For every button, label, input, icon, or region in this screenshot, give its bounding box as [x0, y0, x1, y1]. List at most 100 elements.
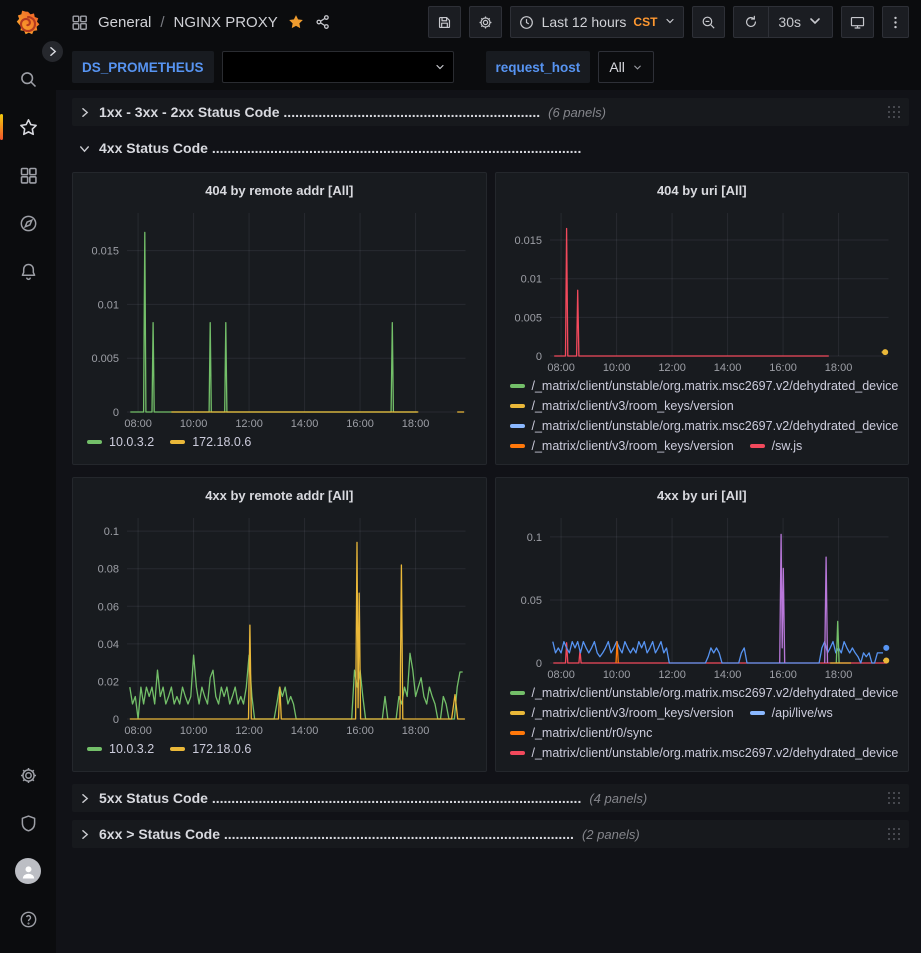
legend-swatch	[509, 444, 525, 448]
topbar-actions: Last 12 hours CST 30s	[427, 6, 909, 38]
server-admin-icon[interactable]	[6, 799, 50, 847]
dashboard-row-6xx[interactable]: 6xx > Status Code ......................…	[72, 820, 909, 848]
refresh-interval-dropdown[interactable]: 30s	[768, 7, 832, 37]
legend-item[interactable]: /api/live/ws	[749, 706, 833, 720]
settings-icon[interactable]	[6, 751, 50, 799]
svg-text:16:00: 16:00	[346, 725, 374, 737]
series-point	[882, 644, 889, 651]
refresh-button[interactable]	[734, 7, 768, 37]
legend-swatch	[749, 711, 765, 715]
row-panel-count: (2 panels)	[581, 826, 640, 842]
legend-item[interactable]: /_matrix/client/v3/room_keys/version	[509, 439, 734, 453]
series-line	[130, 231, 417, 413]
legend-item[interactable]: /_matrix/client/v3/room_keys/version	[509, 706, 734, 720]
panel-legend: 10.0.3.2 172.18.0.6	[81, 739, 478, 765]
variable-select-request-host[interactable]: All	[598, 51, 654, 83]
chart-4xx-by-remote-addr[interactable]: 08:00 10:00 12:00 14:00 16:00 18:00 0 0.02 0.04 0…	[81, 508, 478, 739]
chart-canvas[interactable]: 08:00 10:00 12:00 14:00 16:00 18:00 0 0.02 0.04 0…	[81, 508, 478, 739]
panel-title[interactable]: 404 by uri [All]	[656, 182, 747, 198]
svg-text:08:00: 08:00	[124, 725, 152, 737]
page-title[interactable]: NGINX PROXY	[173, 13, 278, 31]
svg-text:10:00: 10:00	[602, 669, 630, 681]
legend-swatch	[509, 424, 525, 428]
avatar[interactable]	[6, 847, 50, 895]
row-drag-handle[interactable]	[888, 105, 901, 119]
svg-text:14:00: 14:00	[713, 362, 741, 374]
kebab-menu-button[interactable]	[882, 6, 909, 38]
legend-item[interactable]: /_matrix/client/unstable/org.matrix.msc2…	[509, 686, 899, 700]
breadcrumb-section[interactable]: General	[98, 13, 152, 31]
panel-title[interactable]: 4xx by uri [All]	[656, 487, 747, 503]
row-title: 1xx - 3xx - 2xx Status Code ............…	[99, 104, 541, 120]
search-icon[interactable]	[6, 55, 50, 103]
row-panel-count: (4 panels)	[589, 790, 648, 806]
panel-legend: /_matrix/client/unstable/org.matrix.msc2…	[504, 376, 901, 458]
chart-canvas[interactable]: 08:00 10:00 12:00 14:00 16:00 18:00 0 0.005 0.01…	[504, 203, 901, 376]
zoom-out-time-button[interactable]	[692, 6, 726, 38]
share-icon[interactable]	[314, 13, 332, 31]
panel-title[interactable]: 404 by remote addr [All]	[205, 182, 354, 198]
row-drag-handle[interactable]	[888, 827, 901, 841]
chart-canvas[interactable]: 08:00 10:00 12:00 14:00 16:00 18:00 0 0.005 0.01…	[81, 203, 478, 432]
legend-item[interactable]: 10.0.3.2	[87, 742, 154, 756]
series-point	[882, 657, 889, 664]
row-drag-handle[interactable]	[888, 791, 901, 805]
legend-item[interactable]: /_matrix/client/unstable/org.matrix.msc2…	[509, 419, 899, 433]
legend-item[interactable]: /_matrix/client/unstable/org.matrix.msc2…	[509, 379, 898, 393]
dashboard-settings-button[interactable]	[468, 6, 502, 38]
chart-canvas[interactable]: 08:00 10:00 12:00 14:00 16:00 18:00 0 0.05 0.1	[504, 508, 901, 683]
dashboards-icon[interactable]	[6, 151, 50, 199]
timezone-label: CST	[633, 15, 658, 29]
help-icon[interactable]	[6, 895, 50, 943]
legend-item[interactable]: 172.18.0.6	[170, 742, 251, 756]
legend-label: /api/live/ws	[771, 706, 833, 720]
legend-item[interactable]: 172.18.0.6	[170, 435, 251, 449]
chart-4xx-by-uri[interactable]: 08:00 10:00 12:00 14:00 16:00 18:00 0 0.05 0.1	[504, 508, 901, 683]
chart-404-by-remote-addr[interactable]: 08:00 10:00 12:00 14:00 16:00 18:00 0 0.005 0.01…	[81, 203, 478, 432]
panel-404-by-uri: 404 by uri [All] 08:00 10:00 12:00 14:00 16:…	[494, 172, 909, 465]
panel-legend: 10.0.3.2 172.18.0.6	[81, 432, 478, 458]
legend-item[interactable]: /sw.js	[749, 439, 802, 453]
row-title: 6xx > Status Code ......................…	[99, 826, 574, 842]
grafana-logo[interactable]	[13, 9, 43, 39]
starred-dashboards-icon[interactable]	[0, 103, 50, 151]
legend-swatch	[509, 691, 525, 695]
time-range-picker[interactable]: Last 12 hours CST	[509, 6, 685, 38]
series-line	[129, 652, 463, 720]
chevron-right-icon	[78, 792, 91, 805]
alerting-icon[interactable]	[6, 247, 50, 295]
star-icon[interactable]	[287, 13, 305, 31]
legend-item[interactable]: /_matrix/client/v3/room_keys/version	[509, 399, 734, 413]
legend-item[interactable]: /_matrix/client/r0/sync	[509, 726, 652, 740]
variable-label-ds-prometheus: DS_PROMETHEUS	[72, 51, 214, 83]
svg-text:0.015: 0.015	[91, 246, 119, 258]
legend-swatch	[509, 751, 525, 755]
sidebar-expand-button[interactable]	[39, 38, 66, 65]
dashboard-scroll-area: 1xx - 3xx - 2xx Status Code ............…	[56, 90, 921, 953]
svg-text:14:00: 14:00	[291, 725, 319, 737]
legend-swatch	[749, 444, 765, 448]
tv-mode-button[interactable]	[841, 6, 874, 38]
legend-label: /_matrix/client/unstable/org.matrix.msc2…	[531, 686, 899, 700]
explore-icon[interactable]	[6, 199, 50, 247]
legend-label: /_matrix/client/v3/room_keys/version	[531, 399, 734, 413]
series-point	[881, 349, 888, 356]
legend-item[interactable]: /_matrix/client/unstable/org.matrix.msc2…	[509, 746, 898, 760]
legend-label: /_matrix/client/unstable/org.matrix.msc2…	[531, 419, 899, 433]
dashboard-row-4xx[interactable]: 4xx Status Code ........................…	[72, 134, 909, 162]
legend-item[interactable]: 10.0.3.2	[87, 435, 154, 449]
svg-text:18:00: 18:00	[824, 669, 852, 681]
series-line	[551, 640, 883, 664]
dashboard-row-1xx-3xx-2xx[interactable]: 1xx - 3xx - 2xx Status Code ............…	[72, 98, 909, 126]
chart-404-by-uri[interactable]: 08:00 10:00 12:00 14:00 16:00 18:00 0 0.005 0.01…	[504, 203, 901, 376]
dashboard-row-5xx[interactable]: 5xx Status Code ........................…	[72, 784, 909, 812]
legend-swatch	[170, 440, 186, 444]
panel-title[interactable]: 4xx by remote addr [All]	[205, 487, 354, 503]
panel-404-by-remote-addr: 404 by remote addr [All] 08:00 10:00 12:00…	[72, 172, 487, 465]
svg-text:0.01: 0.01	[520, 274, 541, 286]
chevron-down-icon	[78, 142, 91, 155]
series-line	[553, 227, 829, 357]
save-dashboard-button[interactable]	[427, 6, 461, 38]
variable-select-ds-prometheus[interactable]	[221, 51, 454, 83]
